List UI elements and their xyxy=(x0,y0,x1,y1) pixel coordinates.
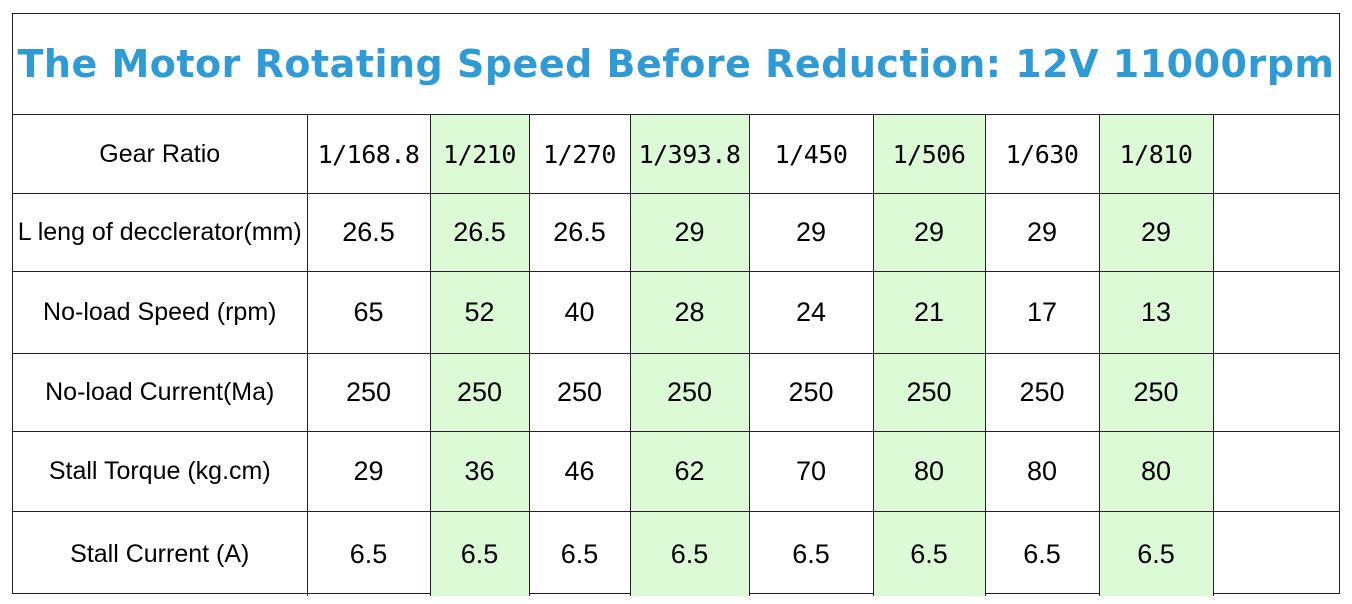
table-cell: 6.5 xyxy=(306,511,431,596)
empty-cell xyxy=(1212,271,1339,354)
table-cell: 29 xyxy=(984,193,1100,272)
table-cell: 1/393.8 xyxy=(629,115,750,194)
table-cell: 250 xyxy=(429,353,530,432)
no-load-speed-row: No-load Speed (rpm) 65 52 40 28 24 21 17 13 xyxy=(13,271,1339,354)
table-cell: 40 xyxy=(528,271,631,354)
table-cell: 13 xyxy=(1098,271,1214,354)
table-cell: 250 xyxy=(872,353,986,432)
table-cell: 26.5 xyxy=(429,193,530,272)
table-cell: 26.5 xyxy=(528,193,631,272)
table-cell: 80 xyxy=(872,431,986,512)
table-cell: 46 xyxy=(528,431,631,512)
table-cell: 24 xyxy=(748,271,874,354)
table-cell: 250 xyxy=(528,353,631,432)
table-cell: 250 xyxy=(306,353,431,432)
table-cell: 1/506 xyxy=(872,115,986,194)
table-cell: 29 xyxy=(629,193,750,272)
table-cell: 6.5 xyxy=(1098,511,1214,596)
no-load-current-row: No-load Current(Ma) 250 250 250 250 250 250 250… xyxy=(13,353,1339,432)
table-cell: 1/630 xyxy=(984,115,1100,194)
table-cell: 250 xyxy=(629,353,750,432)
table-cell: 26.5 xyxy=(306,193,431,272)
table-cell: 17 xyxy=(984,271,1100,354)
table-cell: 21 xyxy=(872,271,986,354)
empty-cell xyxy=(1212,511,1339,596)
table-cell: 28 xyxy=(629,271,750,354)
spec-table-frame: The Motor Rotating Speed Before Reductio… xyxy=(12,13,1340,596)
table-cell: 29 xyxy=(306,431,431,512)
row-header: Gear Ratio xyxy=(13,115,308,194)
empty-cell xyxy=(1212,353,1339,432)
table-cell: 250 xyxy=(1098,353,1214,432)
table-cell: 6.5 xyxy=(984,511,1100,596)
row-header: No-load Current(Ma) xyxy=(13,353,308,432)
row-header: No-load Speed (rpm) xyxy=(13,271,308,354)
table-cell: 6.5 xyxy=(528,511,631,596)
table-cell: 36 xyxy=(429,431,530,512)
stall-current-row: Stall Current (A) 6.5 6.5 6.5 6.5 6.5 6.5 6.5 6.… xyxy=(13,511,1339,596)
table-cell: 6.5 xyxy=(872,511,986,596)
table-cell: 65 xyxy=(306,271,431,354)
empty-cell xyxy=(1212,115,1339,194)
table-cell: 1/450 xyxy=(748,115,874,194)
table-cell: 29 xyxy=(1098,193,1214,272)
table-cell: 80 xyxy=(984,431,1100,512)
table-cell: 250 xyxy=(984,353,1100,432)
table-cell: 1/810 xyxy=(1098,115,1214,194)
table-cell: 6.5 xyxy=(629,511,750,596)
table-cell: 1/270 xyxy=(528,115,631,194)
table-cell: 6.5 xyxy=(429,511,530,596)
table-cell: 250 xyxy=(748,353,874,432)
gear-ratio-row: Gear Ratio 1/168.8 1/210 1/270 1/393.8 1/450 1… xyxy=(13,115,1339,194)
row-header: Stall Torque (kg.cm) xyxy=(13,431,308,512)
row-header: L leng of decclerator(mm) xyxy=(13,193,308,272)
table-cell: 62 xyxy=(629,431,750,512)
empty-cell xyxy=(1212,431,1339,512)
table-cell: 52 xyxy=(429,271,530,354)
spec-table: Gear Ratio 1/168.8 1/210 1/270 1/393.8 1/450 1… xyxy=(13,115,1339,596)
table-cell: 80 xyxy=(1098,431,1214,512)
row-header: Stall Current (A) xyxy=(13,511,308,596)
table-cell: 1/210 xyxy=(429,115,530,194)
table-cell: 1/168.8 xyxy=(306,115,431,194)
decelerator-length-row: L leng of decclerator(mm) 26.5 26.5 26.5 29 2… xyxy=(13,193,1339,272)
table-cell: 6.5 xyxy=(748,511,874,596)
table-cell: 29 xyxy=(872,193,986,272)
empty-cell xyxy=(1212,193,1339,272)
table-cell: 29 xyxy=(748,193,874,272)
stall-torque-row: Stall Torque (kg.cm) 29 36 46 62 70 80 80 80 xyxy=(13,431,1339,512)
table-title: The Motor Rotating Speed Before Reductio… xyxy=(13,14,1339,115)
table-cell: 70 xyxy=(748,431,874,512)
